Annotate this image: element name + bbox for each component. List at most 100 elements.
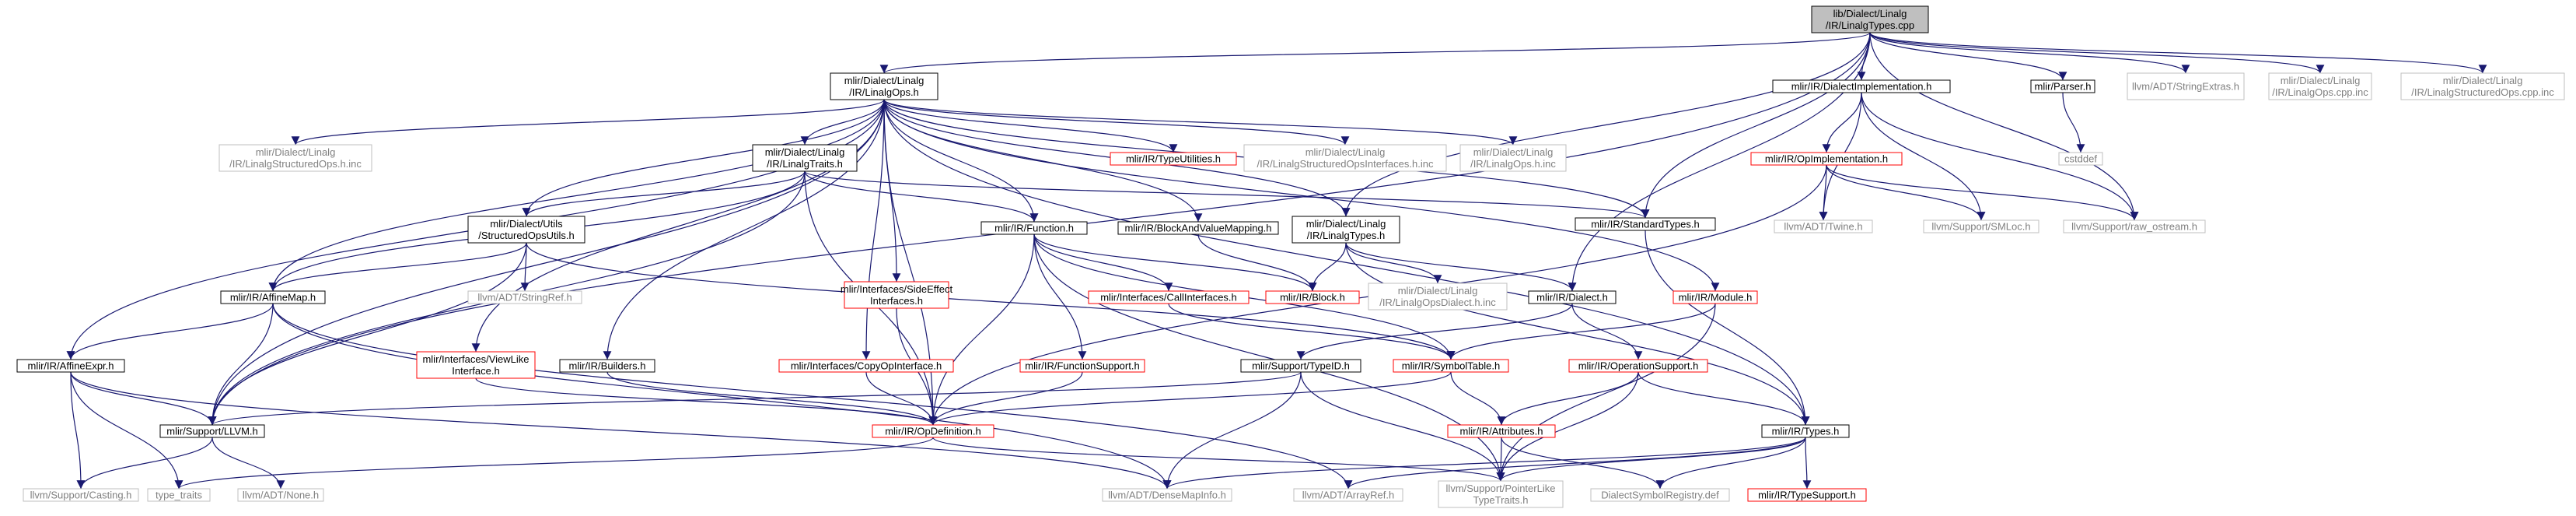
node-label-line: mlir/IR/TypeSupport.h xyxy=(1758,490,1856,501)
node-box xyxy=(1459,144,1567,172)
node-symboltable_h[interactable]: mlir/IR/SymbolTable.h xyxy=(1393,359,1509,373)
node-module_h[interactable]: mlir/IR/Module.h xyxy=(1672,290,1758,304)
node-cstddef[interactable]: cstddef xyxy=(2058,152,2103,166)
node-densemapinfo_h[interactable]: llvm/ADT/DenseMapInfo.h xyxy=(1102,488,1232,502)
node-root[interactable]: lib/Dialect/Linalg/IR/LinalgTypes.cpp xyxy=(1811,5,1929,33)
node-stringref_h[interactable]: llvm/ADT/StringRef.h xyxy=(467,290,582,304)
node-linalgopsdialect_h_inc[interactable]: mlir/Dialect/Linalg/IR/LinalgOpsDialect.… xyxy=(1368,283,1508,311)
node-type_traits[interactable]: type_traits xyxy=(147,488,211,502)
node-label-line: mlir/Parser.h xyxy=(2035,81,2092,93)
node-label-line: /StructuredOpsUtils.h xyxy=(478,230,575,241)
node-attributes_h[interactable]: mlir/IR/Attributes.h xyxy=(1447,424,1556,438)
node-box xyxy=(830,72,938,100)
node-linalgstructuredops_h_inc[interactable]: mlir/Dialect/Linalg/IR/LinalgStructuredO… xyxy=(218,144,372,172)
edge-opimplementation_h-to-raw_ostream_h xyxy=(1826,164,2139,221)
node-block_h[interactable]: mlir/IR/Block.h xyxy=(1265,290,1360,304)
node-label-line: mlir/Dialect/Linalg xyxy=(765,146,845,158)
edge-symboltable_h-to-attributes_h xyxy=(1450,371,1506,426)
node-label-line: mlir/IR/TypeUtilities.h xyxy=(1126,153,1221,165)
node-smloc_h[interactable]: llvm/Support/SMLoc.h xyxy=(1923,219,2039,233)
node-typeutilities_h[interactable]: mlir/IR/TypeUtilities.h xyxy=(1110,152,1237,166)
edge-types_h-to-typesupport_h xyxy=(1802,437,1812,490)
node-label-line: llvm/Support/raw_ostream.h xyxy=(2071,221,2197,233)
node-label-line: mlir/IR/Types.h xyxy=(1772,426,1840,437)
node-box xyxy=(416,351,536,379)
node-box xyxy=(220,290,326,304)
node-label-line: mlir/IR/StandardTypes.h xyxy=(1591,219,1699,230)
node-llvm_h[interactable]: mlir/Support/LLVM.h xyxy=(159,424,265,438)
node-opdefinition_h[interactable]: mlir/IR/OpDefinition.h xyxy=(872,424,994,438)
node-linalgops_cpp_inc[interactable]: mlir/Dialect/Linalg/IR/LinalgOps.cpp.inc xyxy=(2268,72,2372,100)
node-raw_ostream_h[interactable]: llvm/Support/raw_ostream.h xyxy=(2063,219,2206,233)
edge-types_h-to-pointerliketypetraits_h xyxy=(1496,437,1806,482)
node-box xyxy=(1240,359,1361,373)
node-label-line: /IR/LinalgTraits.h xyxy=(767,158,843,170)
edge-dialectimpl_h-to-opimplementation_h xyxy=(1822,92,1862,153)
node-linalgtypes_h[interactable]: mlir/Dialect/Linalg/IR/LinalgTypes.h xyxy=(1291,216,1400,244)
node-box xyxy=(2268,72,2372,100)
node-casting_h[interactable]: llvm/Support/Casting.h xyxy=(23,488,139,502)
node-types_h[interactable]: mlir/IR/Types.h xyxy=(1761,424,1850,438)
edge-root-to-linalgops_cpp_inc xyxy=(1869,32,2325,74)
node-box xyxy=(2127,72,2245,100)
node-affinemap_h[interactable]: mlir/IR/AffineMap.h xyxy=(220,290,326,304)
node-twine_h[interactable]: llvm/ADT/Twine.h xyxy=(1774,219,1873,233)
edge-structuredopsutils_h-to-llvm_h xyxy=(208,242,527,426)
node-callinterfaces_h[interactable]: mlir/Interfaces/CallInterfaces.h xyxy=(1088,290,1250,304)
node-parser_h[interactable]: mlir/Parser.h xyxy=(2030,79,2095,93)
node-label-line: mlir/IR/OpImplementation.h xyxy=(1765,153,1888,165)
node-arrayref_h[interactable]: llvm/ADT/ArrayRef.h xyxy=(1293,488,1403,502)
node-structuredopsinterfaces_h_inc[interactable]: mlir/Dialect/Linalg/IR/LinalgStructuredO… xyxy=(1243,144,1447,172)
node-none_h[interactable]: llvm/ADT/None.h xyxy=(237,488,324,502)
node-box xyxy=(1750,152,1903,166)
node-standardtypes_h[interactable]: mlir/IR/StandardTypes.h xyxy=(1575,217,1716,231)
edge-linalgops_h-to-linalgops_h_inc xyxy=(883,99,1518,146)
edge-opimplementation_h-to-smloc_h xyxy=(1826,164,1986,221)
node-linalgstructuredops_cpp_inc[interactable]: mlir/Dialect/Linalg/IR/LinalgStructuredO… xyxy=(2400,72,2565,100)
node-dialectimpl_h[interactable]: mlir/IR/DialectImplementation.h xyxy=(1772,79,1951,93)
node-box xyxy=(1102,488,1232,502)
node-blockandvaluemapping_h[interactable]: mlir/IR/BlockAndValueMapping.h xyxy=(1117,221,1279,235)
node-dialect_h[interactable]: mlir/IR/Dialect.h xyxy=(1528,290,1617,304)
node-structuredopsutils_h[interactable]: mlir/Dialect/Utils/StructuredOpsUtils.h xyxy=(467,216,585,244)
edge-linalgops_h-to-linalgtraits_h xyxy=(800,99,885,146)
node-label-line: /IR/LinalgStructuredOpsInterfaces.h.inc xyxy=(1257,158,1434,170)
edge-linalgtypes_h-to-linalgopsdialect_h_inc xyxy=(1345,242,1442,284)
node-box xyxy=(1265,290,1360,304)
node-function_h[interactable]: mlir/IR/Function.h xyxy=(980,221,1088,235)
node-label-line: llvm/ADT/Twine.h xyxy=(1784,221,1862,233)
node-dialectsymbolregistry_def[interactable]: DialectSymbolRegistry.def xyxy=(1590,488,1730,502)
node-linalgtraits_h[interactable]: mlir/Dialect/Linalg/IR/LinalgTraits.h xyxy=(752,144,858,172)
edge-linalgtraits_h-to-standardtypes_h xyxy=(804,170,1650,219)
node-label-line: mlir/Dialect/Linalg xyxy=(1398,285,1478,297)
node-label-line: Interface.h xyxy=(452,365,499,377)
node-operationsupport_h[interactable]: mlir/IR/OperationSupport.h xyxy=(1568,359,1708,373)
node-box xyxy=(1019,359,1145,373)
node-copyopinterface_h[interactable]: mlir/Interfaces/CopyOpInterface.h xyxy=(778,359,954,373)
node-affineexpr_h[interactable]: mlir/IR/AffineExpr.h xyxy=(16,359,125,373)
node-label-line: /IR/LinalgOps.h xyxy=(849,86,919,98)
node-builders_h[interactable]: mlir/IR/Builders.h xyxy=(559,359,655,373)
edge-linalgops_h-to-builders_h xyxy=(603,99,885,360)
edge-linalgtraits_h-to-function_h xyxy=(804,170,1039,223)
node-box xyxy=(1088,290,1250,304)
node-linalgops_h_inc[interactable]: mlir/Dialect/Linalg/IR/LinalgOps.h.inc xyxy=(1459,144,1567,172)
node-typesupport_h[interactable]: mlir/IR/TypeSupport.h xyxy=(1747,488,1867,502)
node-label-line: llvm/ADT/StringRef.h xyxy=(477,292,571,304)
node-typeid_h[interactable]: mlir/Support/TypeID.h xyxy=(1240,359,1361,373)
edge-linalgtypes_h-to-types_h xyxy=(1345,242,1810,426)
node-label-line: mlir/IR/AffineMap.h xyxy=(230,292,316,304)
node-stringextras_h[interactable]: llvm/ADT/StringExtras.h xyxy=(2127,72,2245,100)
node-box xyxy=(1293,488,1403,502)
node-label-line: mlir/Dialect/Linalg xyxy=(844,75,924,86)
edge-module_h-to-pointerliketypetraits_h xyxy=(1496,303,1716,482)
node-functionsupport_h[interactable]: mlir/IR/FunctionSupport.h xyxy=(1019,359,1145,373)
node-opimplementation_h[interactable]: mlir/IR/OpImplementation.h xyxy=(1750,152,1903,166)
edge-structuredopsutils_h-to-symboltable_h xyxy=(526,242,1456,360)
edge-linalgops_h-to-module_h xyxy=(883,99,1720,292)
node-linalgops_h[interactable]: mlir/Dialect/Linalg/IR/LinalgOps.h xyxy=(830,72,938,100)
